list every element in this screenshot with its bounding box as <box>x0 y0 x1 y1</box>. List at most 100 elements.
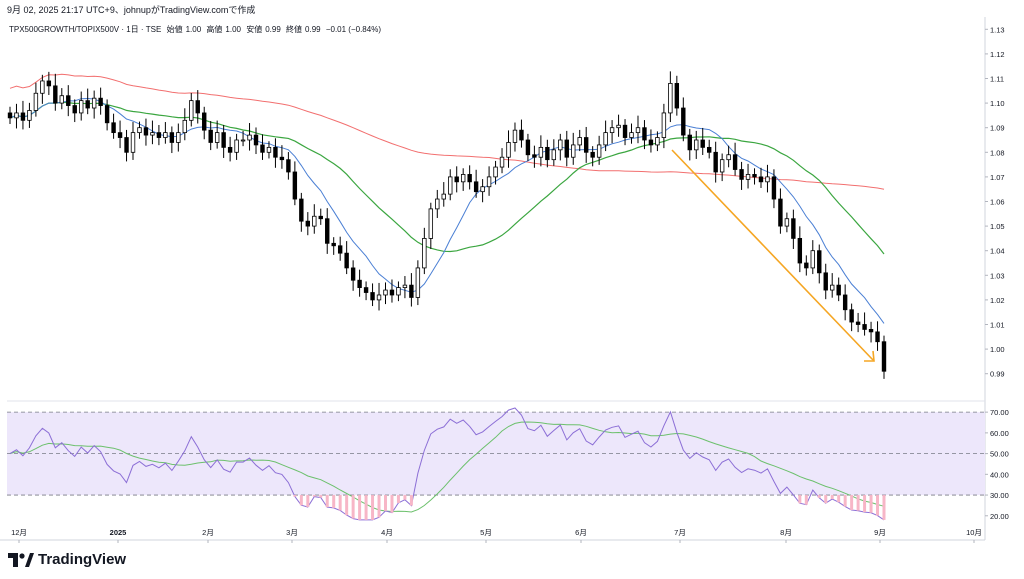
candle-body <box>849 309 854 323</box>
candle-body <box>53 85 58 104</box>
high-label: 高値 <box>206 25 223 34</box>
candle-body <box>189 100 194 121</box>
candle-body <box>253 134 259 146</box>
candle-body <box>240 139 246 142</box>
candle-body <box>7 112 13 119</box>
price-tick-label: 1.03 <box>990 271 1005 280</box>
candle-body <box>40 80 45 94</box>
rsi-tick-label: 60.00 <box>990 429 1009 438</box>
candle-body <box>214 132 220 143</box>
candle-body <box>221 132 226 148</box>
candle-body <box>150 132 155 136</box>
candle-body <box>124 137 129 153</box>
candle-body <box>292 171 298 200</box>
candle-body <box>784 218 790 227</box>
low-label: 安値 <box>246 25 263 34</box>
price-tick-label: 1.08 <box>990 148 1005 157</box>
candle-body <box>130 132 136 153</box>
candle-body <box>46 80 52 87</box>
candle-body <box>350 267 356 281</box>
rsi-line <box>9 407 885 521</box>
candle-body <box>383 289 388 296</box>
tradingview-logo-icon <box>8 552 34 567</box>
candle-body <box>842 294 848 311</box>
candle-body <box>91 97 97 109</box>
price-tick-label: 1.13 <box>990 25 1005 34</box>
candle-body <box>817 250 822 274</box>
candle-body <box>596 144 602 158</box>
candle-body <box>156 132 162 138</box>
time-tick-label: 5月 <box>480 528 492 537</box>
time-tick-label: 3月 <box>286 528 298 537</box>
candle-body <box>648 139 654 146</box>
candle-body <box>694 139 699 151</box>
candle-body <box>804 262 809 269</box>
candle-body <box>467 174 472 183</box>
chart-header: 9月 02, 2025 21:17 UTC+9、johnupがTradingVi… <box>7 5 256 15</box>
candle-body <box>260 144 265 153</box>
price-tick-label: 1.02 <box>990 296 1005 305</box>
candle-body <box>266 146 272 153</box>
candle-body <box>279 156 285 161</box>
candle-body <box>435 198 440 210</box>
candle-body <box>674 83 680 109</box>
low-value: 0.99 <box>265 25 281 34</box>
time-tick-label: 4月 <box>381 528 393 537</box>
candle-body <box>668 83 673 114</box>
close-label: 終値 <box>286 25 303 34</box>
symbol-name[interactable]: TPX500GROWTH/TOPIX500V · 1日 · TSE <box>9 25 162 34</box>
candle-body <box>312 215 317 227</box>
candle-body <box>337 245 343 254</box>
time-tick-label: 2月 <box>202 528 214 537</box>
candle-body <box>473 181 479 193</box>
candle-body <box>20 112 26 121</box>
candle-body <box>713 151 718 173</box>
candle-body <box>137 127 142 134</box>
symbol-legend: TPX500GROWTH/TOPIX500V · 1日 · TSE 始値 1.00… <box>9 24 384 35</box>
candle-body <box>195 100 200 114</box>
candle-body <box>299 198 304 222</box>
candle-body <box>318 215 323 220</box>
candle-body <box>27 110 32 121</box>
price-tick-label: 0.99 <box>990 370 1005 379</box>
candle-body <box>512 129 518 143</box>
candle-body <box>247 134 252 141</box>
tradingview-logo[interactable]: TradingView <box>8 551 126 568</box>
candle-body <box>558 139 563 151</box>
candle-body <box>635 127 641 134</box>
price-tick-label: 1.06 <box>990 198 1005 207</box>
candle-body <box>66 95 71 106</box>
candle-body <box>176 132 181 143</box>
ma-fast-line <box>9 97 885 324</box>
candle-body <box>655 137 660 146</box>
candle-body <box>331 242 336 247</box>
price-tick-label: 1.10 <box>990 99 1005 108</box>
candle-body <box>681 107 686 136</box>
candle-body <box>616 124 621 129</box>
candle-body <box>227 146 233 153</box>
candle-body <box>778 198 783 227</box>
candle-body <box>305 220 311 227</box>
candle-body <box>583 137 589 153</box>
price-tick-label: 1.05 <box>990 222 1005 231</box>
rsi-tick-label: 30.00 <box>990 491 1009 500</box>
candle-body <box>85 100 90 109</box>
candle-body <box>422 237 427 269</box>
price-tick-label: 1.11 <box>990 75 1004 84</box>
candle-body <box>79 100 84 114</box>
candle-body <box>603 132 608 146</box>
candle-body <box>169 132 175 143</box>
time-tick-label: 7月 <box>674 528 686 537</box>
candle-body <box>791 218 796 239</box>
candle-body <box>182 119 187 134</box>
candle-body <box>208 129 213 143</box>
candle-body <box>551 149 557 161</box>
candle-body <box>454 176 459 183</box>
candle-body <box>642 127 647 141</box>
brand-name: TradingView <box>38 551 127 568</box>
candle-body <box>532 154 537 158</box>
candle-body <box>111 122 116 134</box>
candle-body <box>396 287 401 296</box>
candle-body <box>758 176 764 183</box>
